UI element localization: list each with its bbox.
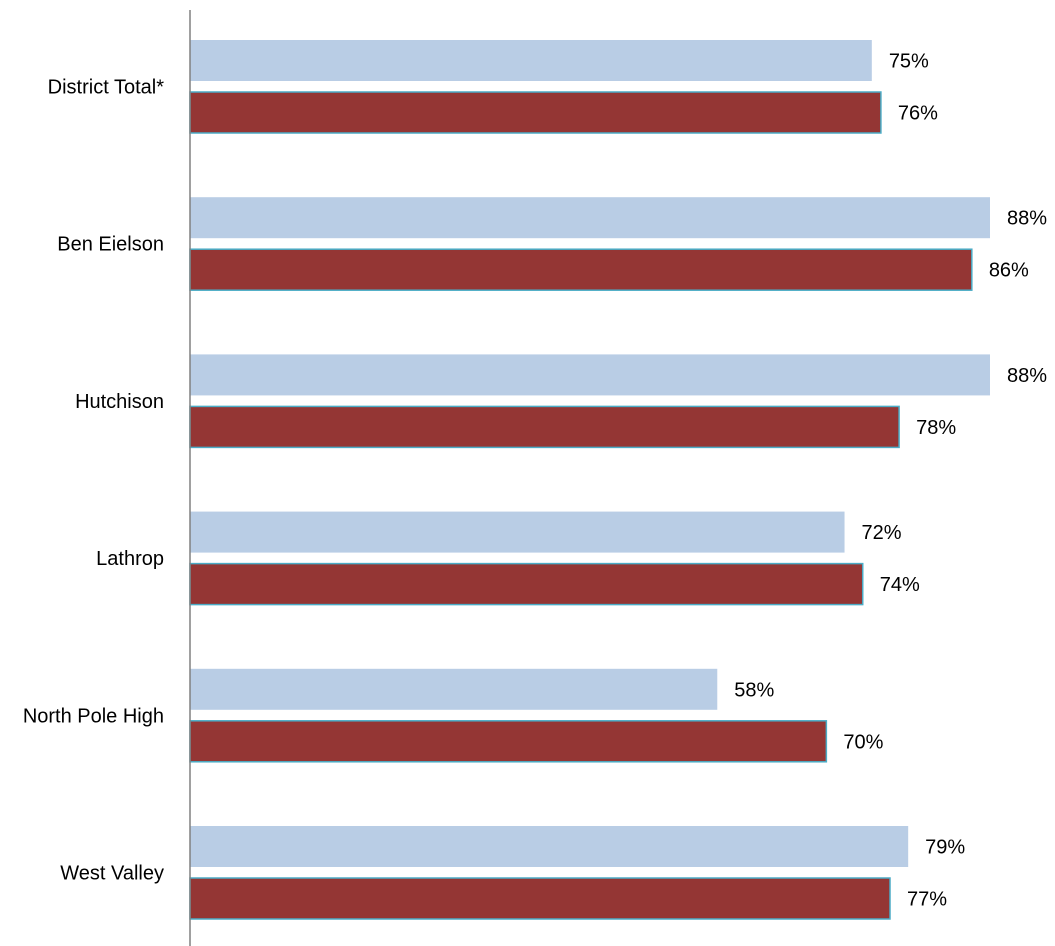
bar <box>189 91 882 134</box>
bar <box>190 668 718 710</box>
data-label: 74% <box>880 574 920 596</box>
bar <box>190 511 845 553</box>
category-label: Hutchison <box>75 391 164 413</box>
category-label: District Total* <box>48 77 165 99</box>
bar <box>190 197 990 239</box>
data-label: 78% <box>916 417 956 439</box>
data-label: 70% <box>843 731 883 753</box>
bar <box>190 40 872 81</box>
data-label: 79% <box>925 837 965 859</box>
bar <box>189 248 973 291</box>
data-label: 86% <box>989 260 1029 282</box>
bars-layer <box>189 40 990 920</box>
category-label: Lathrop <box>96 548 164 570</box>
data-label: 72% <box>862 522 902 544</box>
labels-layer: District Total* 75% 76% Ben Eielson 88% 86% Hu… <box>23 51 1047 911</box>
data-label: 58% <box>734 679 774 701</box>
data-label: 76% <box>898 103 938 125</box>
category-label: North Pole High <box>23 705 164 727</box>
category-label: West Valley <box>60 863 164 885</box>
data-label: 77% <box>907 889 947 911</box>
data-label: 88% <box>1007 365 1047 387</box>
category-label: Ben Eielson <box>57 234 164 256</box>
bar <box>190 826 909 867</box>
bar <box>189 720 828 763</box>
bar <box>189 877 891 920</box>
bar <box>189 562 864 606</box>
data-label: 75% <box>889 51 929 73</box>
bar <box>189 405 900 449</box>
data-label: 88% <box>1007 208 1047 230</box>
bar <box>190 354 990 396</box>
